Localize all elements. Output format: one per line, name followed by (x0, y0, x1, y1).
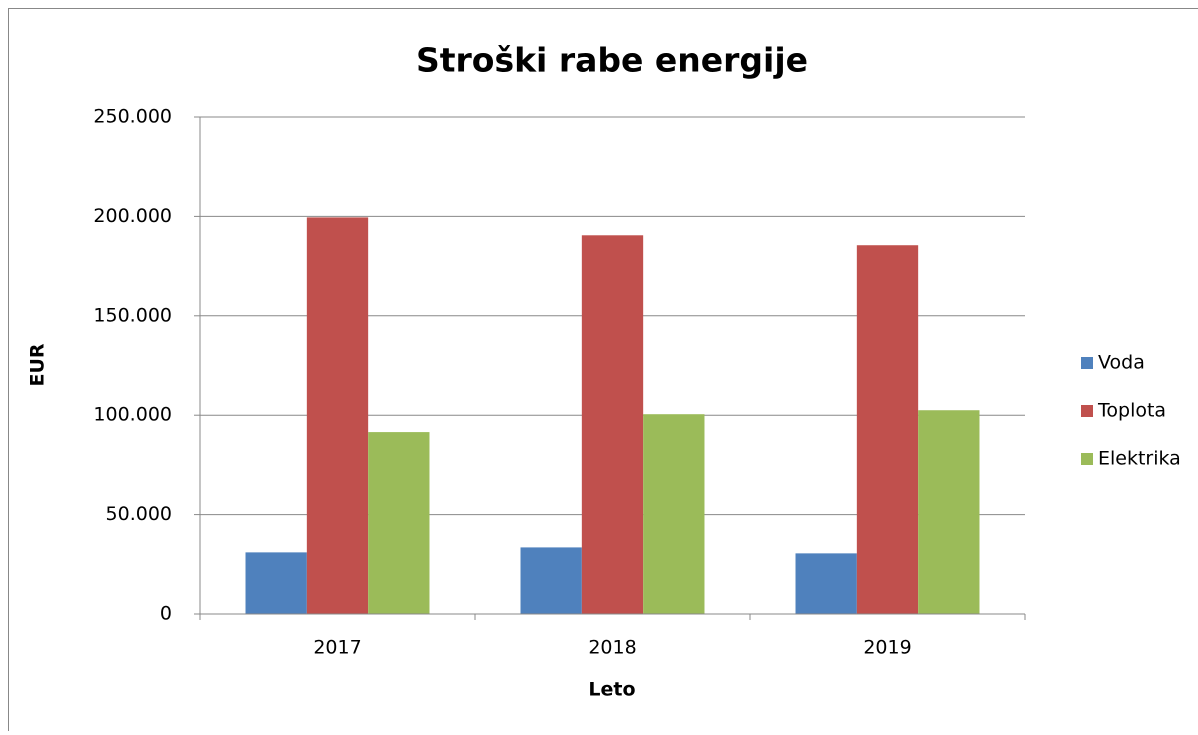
legend-label: Toplota (1097, 400, 1166, 422)
bar (582, 235, 643, 614)
bar (521, 547, 582, 614)
x-tick-label: 2019 (863, 637, 911, 659)
y-tick-label: 250.000 (93, 106, 172, 128)
bar (918, 410, 979, 614)
y-tick-label: 200.000 (93, 205, 172, 227)
y-tick-label: 50.000 (106, 503, 172, 525)
y-tick-label: 150.000 (93, 304, 172, 326)
bar (368, 432, 429, 614)
legend-swatch (1081, 405, 1093, 417)
legend-swatch (1081, 453, 1093, 465)
y-tick-label: 100.000 (93, 404, 172, 426)
bar (857, 245, 918, 614)
y-axis-label: EUR (27, 343, 49, 386)
chart-title: Stroški rabe energije (416, 41, 808, 80)
legend-swatch (1081, 357, 1093, 369)
bar (246, 552, 307, 614)
x-axis-label: Leto (588, 679, 635, 701)
x-tick-label: 2018 (588, 637, 636, 659)
bar (307, 217, 368, 614)
y-tick-label: 0 (160, 603, 172, 625)
bar (643, 414, 704, 614)
legend-label: Voda (1098, 352, 1145, 374)
x-tick-label: 2017 (313, 637, 361, 659)
bar (796, 553, 857, 614)
legend-label: Elektrika (1098, 448, 1181, 470)
